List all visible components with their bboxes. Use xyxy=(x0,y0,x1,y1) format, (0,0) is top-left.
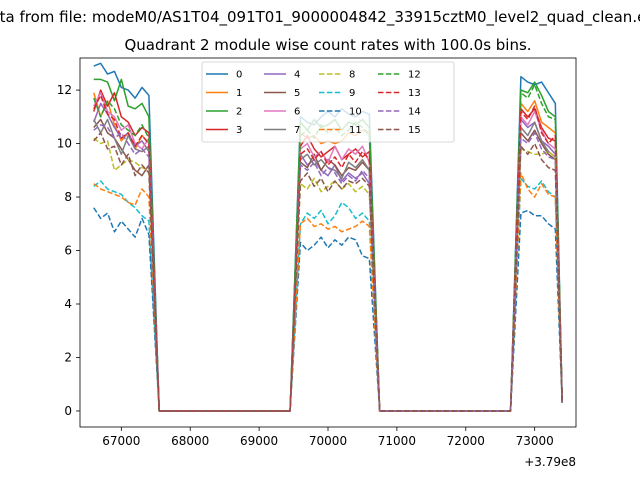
y-tick-label: 4 xyxy=(64,297,72,311)
x-tick-label: 72000 xyxy=(447,434,485,448)
series-layer xyxy=(93,62,563,412)
legend-label-4: 4 xyxy=(294,70,300,81)
x-axis: 67000 68000 69000 70000 71000 72000 73000 xyxy=(102,427,554,448)
plot-area: 67000 68000 69000 70000 71000 72000 73000 0 2 4 6… xyxy=(57,57,577,469)
y-tick-label: 8 xyxy=(64,190,72,204)
legend-label-10: 10 xyxy=(349,107,362,118)
x-tick-label: 71000 xyxy=(378,434,416,448)
legend-label-8: 8 xyxy=(349,70,355,81)
legend-label-1: 1 xyxy=(236,88,242,99)
series-line-4 xyxy=(93,102,563,412)
series-line-10 xyxy=(93,207,563,412)
x-tick-label: 70000 xyxy=(309,434,347,448)
figure-suptitle: Data from file: modeM0/AS1T04_091T01_900… xyxy=(0,8,640,27)
legend-label-3: 3 xyxy=(236,125,242,136)
legend-label-13: 13 xyxy=(408,88,421,99)
x-offset-label: +3.79e8 xyxy=(524,455,576,469)
legend-label-6: 6 xyxy=(294,107,300,118)
y-tick-label: 6 xyxy=(64,244,72,258)
legend-label-12: 12 xyxy=(408,70,421,81)
series-line-3 xyxy=(93,89,563,412)
legend-label-5: 5 xyxy=(294,88,300,99)
series-line-13 xyxy=(93,94,563,412)
series-line-8 xyxy=(93,137,563,412)
legend-label-0: 0 xyxy=(236,70,242,81)
x-tick-label: 68000 xyxy=(171,434,209,448)
legend-label-15: 15 xyxy=(408,125,421,136)
series-line-7 xyxy=(93,118,563,412)
legend-box xyxy=(201,61,455,143)
y-tick-label: 2 xyxy=(64,350,72,364)
legend-label-9: 9 xyxy=(349,88,355,99)
series-line-6 xyxy=(93,92,563,412)
series-line-11 xyxy=(93,172,563,412)
y-tick-label: 0 xyxy=(64,404,72,418)
series-line-15 xyxy=(93,132,563,412)
x-tick-label: 67000 xyxy=(102,434,140,448)
x-tick-label: 73000 xyxy=(516,434,554,448)
legend-label-14: 14 xyxy=(408,107,421,118)
y-tick-label: 12 xyxy=(57,83,72,97)
series-line-14 xyxy=(93,124,563,412)
series-line-9 xyxy=(93,177,563,412)
legend-label-7: 7 xyxy=(294,125,300,136)
chart-title: Quadrant 2 module wise count rates with … xyxy=(124,36,531,54)
legend-label-11: 11 xyxy=(349,125,362,136)
legend-label-2: 2 xyxy=(236,107,242,118)
x-tick-label: 69000 xyxy=(240,434,278,448)
series-line-5 xyxy=(93,118,563,412)
y-tick-label: 10 xyxy=(57,137,72,151)
y-axis: 0 2 4 6 8 10 12 xyxy=(57,83,80,418)
